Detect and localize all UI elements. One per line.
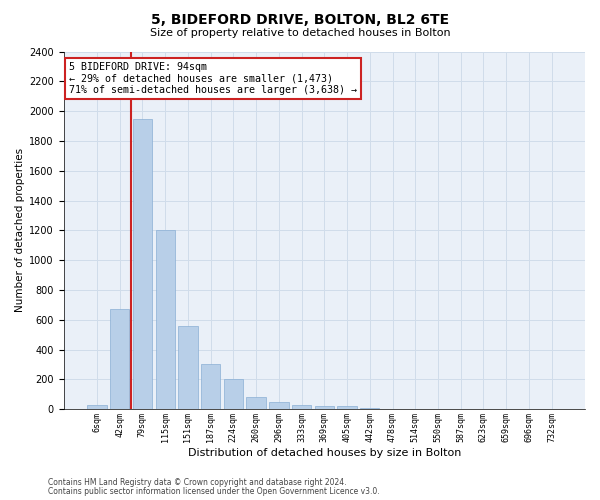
Bar xyxy=(269,402,289,409)
Bar xyxy=(110,310,130,409)
Bar xyxy=(201,364,220,409)
Bar xyxy=(314,406,334,409)
Bar xyxy=(133,118,152,409)
Text: 5 BIDEFORD DRIVE: 94sqm
← 29% of detached houses are smaller (1,473)
71% of semi: 5 BIDEFORD DRIVE: 94sqm ← 29% of detache… xyxy=(69,62,357,96)
Bar xyxy=(247,397,266,409)
Text: Contains HM Land Registry data © Crown copyright and database right 2024.: Contains HM Land Registry data © Crown c… xyxy=(48,478,347,487)
Text: 5, BIDEFORD DRIVE, BOLTON, BL2 6TE: 5, BIDEFORD DRIVE, BOLTON, BL2 6TE xyxy=(151,12,449,26)
Bar xyxy=(360,408,379,409)
Bar xyxy=(224,380,243,409)
Text: Size of property relative to detached houses in Bolton: Size of property relative to detached ho… xyxy=(149,28,451,38)
Bar xyxy=(155,230,175,409)
X-axis label: Distribution of detached houses by size in Bolton: Distribution of detached houses by size … xyxy=(188,448,461,458)
Text: Contains public sector information licensed under the Open Government Licence v3: Contains public sector information licen… xyxy=(48,487,380,496)
Bar xyxy=(337,406,357,409)
Bar xyxy=(292,404,311,409)
Bar xyxy=(178,326,197,409)
Y-axis label: Number of detached properties: Number of detached properties xyxy=(15,148,25,312)
Bar xyxy=(88,404,107,409)
